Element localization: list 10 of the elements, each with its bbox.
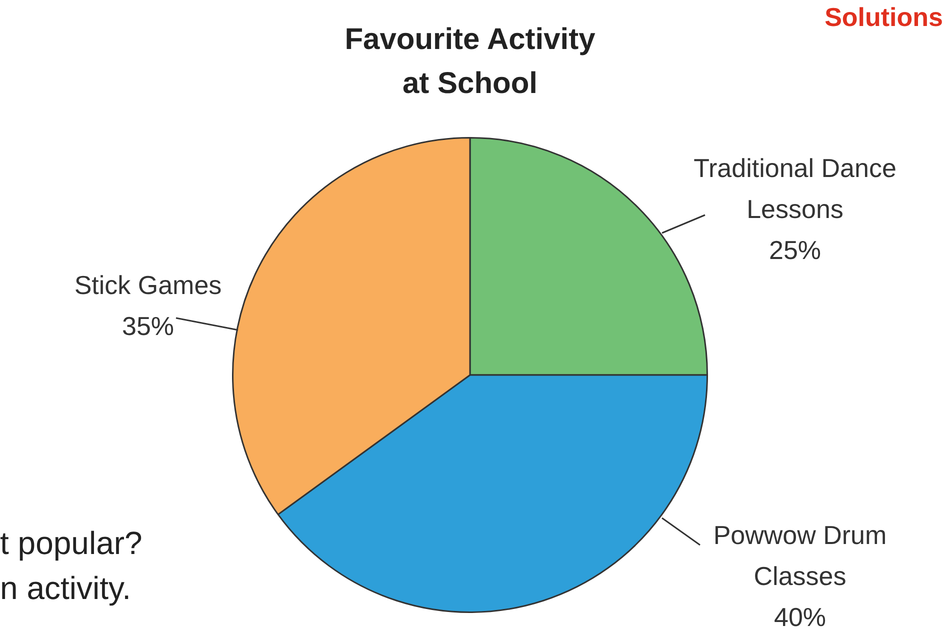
text: t popular?	[0, 525, 142, 562]
slice-label: Traditional Dance Lessons	[694, 153, 896, 224]
data-label: 40%	[774, 602, 826, 632]
slice-label: Stick Games	[74, 270, 222, 300]
data-label: 25%	[768, 235, 822, 266]
text: n activity.	[0, 570, 131, 607]
slice-label: Powwow Drum Classes	[713, 520, 887, 592]
text: Solutions	[824, 2, 943, 33]
chart-title: Favourite Activity at School	[344, 22, 596, 102]
data-label: 35%	[122, 311, 174, 342]
